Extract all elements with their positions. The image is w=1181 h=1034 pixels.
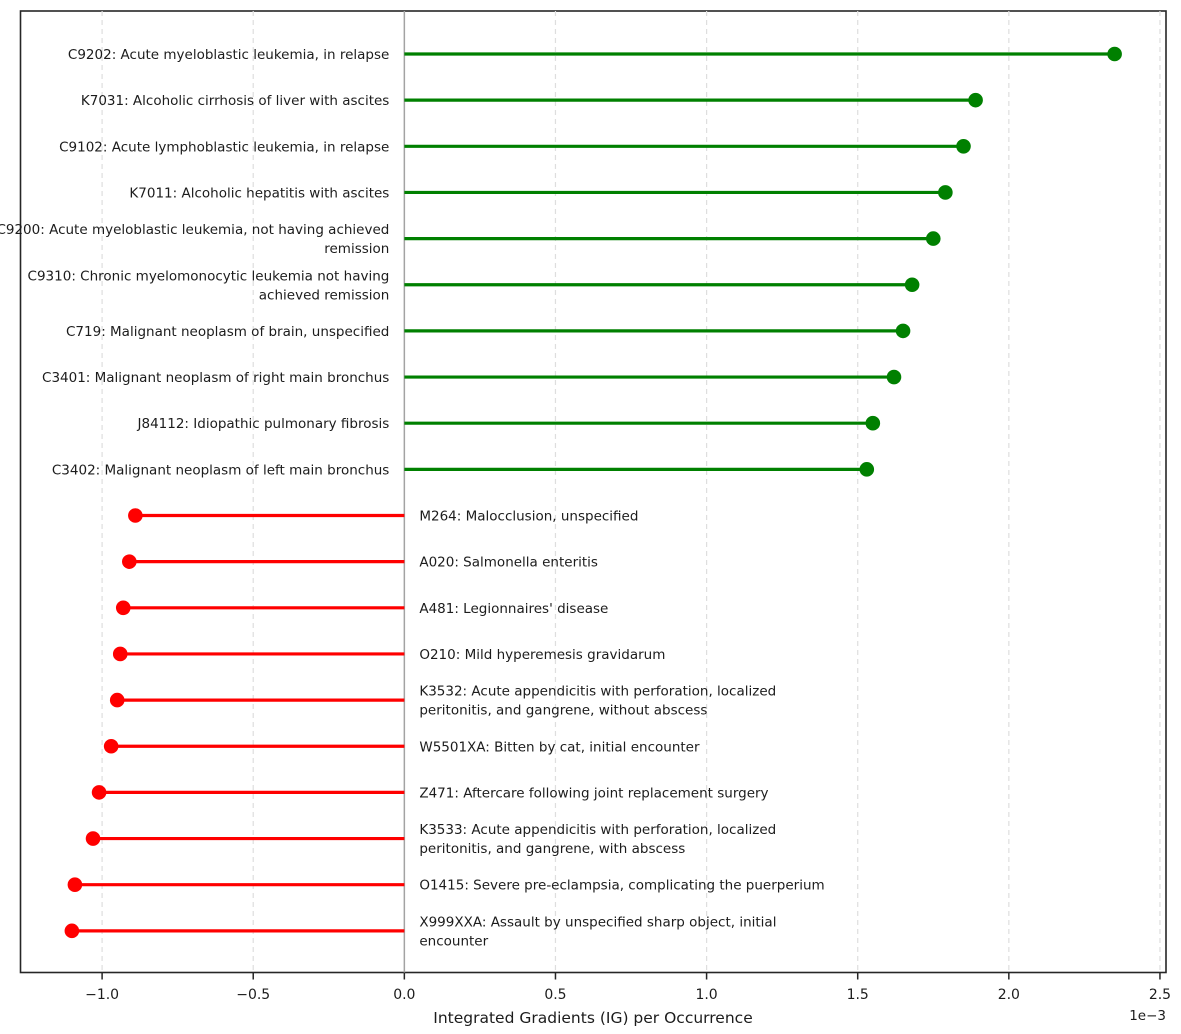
category-label: C3401: Malignant neoplasm of right main … bbox=[42, 370, 389, 386]
category-label: C3402: Malignant neoplasm of left main b… bbox=[52, 462, 389, 478]
stem-dot bbox=[895, 323, 911, 339]
stem-dot bbox=[67, 877, 83, 892]
category-label-line: O1415: Severe pre-eclampsia, complicatin… bbox=[419, 878, 824, 894]
category-label: M264: Malocclusion, unspecified bbox=[419, 509, 638, 525]
stem-dot bbox=[886, 369, 902, 385]
stem-dot bbox=[1107, 46, 1122, 62]
x-tick-label: 1.5 bbox=[847, 987, 869, 1003]
category-label-line: remission bbox=[324, 241, 389, 257]
stem-dot bbox=[859, 462, 875, 477]
stem-dot bbox=[112, 646, 128, 662]
category-label: K7031: Alcoholic cirrhosis of liver with… bbox=[81, 93, 389, 109]
category-label-line: C3401: Malignant neoplasm of right main … bbox=[42, 370, 389, 386]
category-label-line: O210: Mild hyperemesis gravidarum bbox=[419, 647, 665, 663]
stem-dot bbox=[956, 139, 971, 154]
category-label: Z471: Aftercare following joint replacem… bbox=[419, 785, 768, 801]
category-label-line: C3402: Malignant neoplasm of left main b… bbox=[52, 462, 389, 478]
category-label: C9202: Acute myeloblastic leukemia, in r… bbox=[68, 47, 389, 63]
category-label: C9200: Acute myeloblastic leukemia, not … bbox=[0, 222, 389, 257]
stem-dot bbox=[64, 923, 80, 939]
category-label-line: C9202: Acute myeloblastic leukemia, in r… bbox=[68, 47, 389, 63]
category-label-line: C719: Malignant neoplasm of brain, unspe… bbox=[66, 324, 389, 340]
x-tick-label: 0.5 bbox=[544, 987, 566, 1003]
lollipop-stems bbox=[64, 46, 1122, 939]
category-label: O210: Mild hyperemesis gravidarum bbox=[419, 647, 665, 663]
x-tick-labels: −1.0 −0.5 0.0 0.5 1.0 1.5 2.0 2.5 bbox=[85, 987, 1171, 1003]
category-labels: C9202: Acute myeloblastic leukemia, in r… bbox=[0, 47, 825, 949]
category-label-line: C9200: Acute myeloblastic leukemia, not … bbox=[0, 222, 389, 238]
category-label-line: W5501XA: Bitten by cat, initial encounte… bbox=[419, 739, 700, 755]
category-label-line: M264: Malocclusion, unspecified bbox=[419, 509, 638, 525]
category-label-line: C9310: Chronic myelomonocytic leukemia n… bbox=[28, 268, 390, 284]
category-label: W5501XA: Bitten by cat, initial encounte… bbox=[419, 739, 700, 755]
stem-dot bbox=[938, 185, 953, 200]
category-label: C719: Malignant neoplasm of brain, unspe… bbox=[66, 324, 389, 340]
stem-dot bbox=[115, 600, 131, 616]
category-label-line: K3533: Acute appendicitis with perforati… bbox=[419, 822, 776, 838]
stem-dot bbox=[128, 508, 143, 523]
category-label-line: peritonitis, and gangrene, without absce… bbox=[419, 703, 707, 719]
category-label-line: peritonitis, and gangrene, with abscess bbox=[419, 841, 685, 857]
category-label: C9310: Chronic myelomonocytic leukemia n… bbox=[28, 268, 390, 303]
category-label: O1415: Severe pre-eclampsia, complicatin… bbox=[419, 878, 824, 894]
category-label: A020: Salmonella enteritis bbox=[419, 555, 598, 571]
stem-dot bbox=[904, 277, 920, 293]
stem-dot bbox=[865, 415, 881, 431]
stem-dot bbox=[968, 92, 983, 108]
category-label: K3533: Acute appendicitis with perforati… bbox=[419, 822, 776, 857]
category-label: J84112: Idiopathic pulmonary fibrosis bbox=[137, 416, 390, 432]
x-tick-label: 0.0 bbox=[393, 987, 415, 1003]
plot-area bbox=[19, 10, 1167, 974]
category-label-line: X999XXA: Assault by unspecified sharp ob… bbox=[419, 914, 776, 930]
x-gridlines bbox=[101, 11, 1161, 973]
category-label-line: encounter bbox=[419, 933, 488, 949]
category-label: A481: Legionnaires' disease bbox=[419, 601, 608, 617]
stem-dot bbox=[925, 231, 941, 246]
x-tick-label: −0.5 bbox=[236, 987, 270, 1003]
category-label-line: K7031: Alcoholic cirrhosis of liver with… bbox=[81, 93, 389, 109]
category-label-line: K7011: Alcoholic hepatitis with ascites bbox=[129, 185, 389, 201]
x-axis-title: Integrated Gradients (IG) per Occurrence bbox=[433, 1009, 752, 1027]
x-tick-label: 2.0 bbox=[998, 987, 1020, 1003]
axis-scale-offset-label: 1e−3 bbox=[1129, 1008, 1166, 1024]
category-label-line: A020: Salmonella enteritis bbox=[419, 555, 598, 571]
category-label-line: C9102: Acute lymphoblastic leukemia, in … bbox=[59, 139, 389, 155]
category-label-line: J84112: Idiopathic pulmonary fibrosis bbox=[137, 416, 390, 432]
category-label: K7011: Alcoholic hepatitis with ascites bbox=[129, 185, 389, 201]
stem-dot bbox=[103, 738, 119, 754]
stem-dot bbox=[122, 554, 137, 569]
category-label-line: Z471: Aftercare following joint replacem… bbox=[419, 785, 768, 801]
stem-dot bbox=[109, 692, 125, 708]
category-label-line: K3532: Acute appendicitis with perforati… bbox=[419, 684, 776, 700]
category-label-line: achieved remission bbox=[259, 287, 390, 303]
stem-dot bbox=[91, 785, 107, 800]
x-tick-label: −1.0 bbox=[85, 987, 119, 1003]
category-label-line: A481: Legionnaires' disease bbox=[419, 601, 608, 617]
stem-dot bbox=[85, 831, 101, 846]
category-label: K3532: Acute appendicitis with perforati… bbox=[419, 684, 776, 719]
category-label: C9102: Acute lymphoblastic leukemia, in … bbox=[59, 139, 389, 155]
x-tick-label: 2.5 bbox=[1149, 987, 1171, 1003]
category-label: X999XXA: Assault by unspecified sharp ob… bbox=[419, 914, 776, 949]
x-tick-label: 1.0 bbox=[695, 987, 717, 1003]
x-axis-ticks bbox=[101, 972, 1161, 980]
